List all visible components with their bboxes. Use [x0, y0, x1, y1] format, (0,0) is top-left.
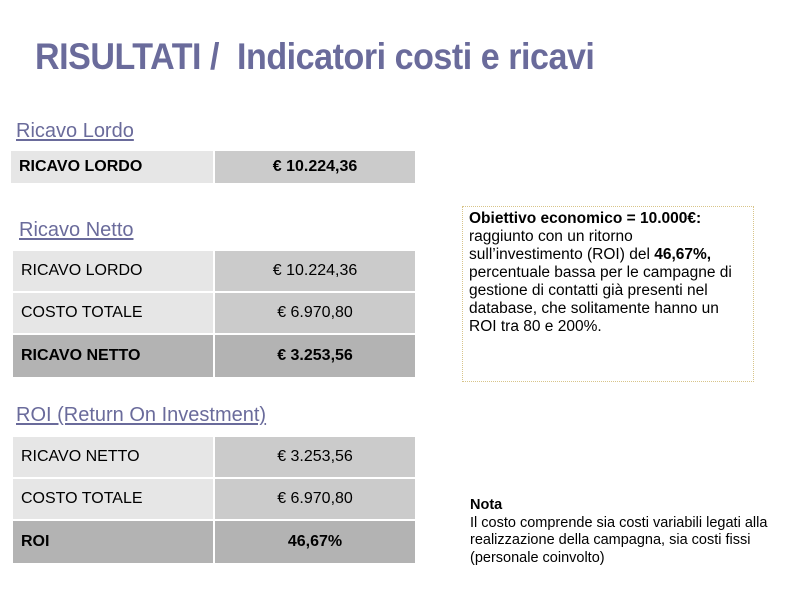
- row-key: RICAVO LORDO: [13, 251, 215, 293]
- table-row-total: RICAVO NETTO € 3.253,56: [13, 335, 415, 379]
- row-value: € 6.970,80: [215, 293, 415, 335]
- row-value: € 6.970,80: [215, 479, 415, 521]
- objective-highlight: 46,67%,: [654, 246, 712, 263]
- row-key: COSTO TOTALE: [13, 479, 215, 521]
- note-text: Il costo comprende sia costi variabili l…: [470, 514, 768, 566]
- page-title: RISULTATI / Indicatori costi e ricavi: [35, 36, 595, 77]
- row-value: 46,67%: [215, 521, 415, 565]
- objective-text-1: raggiunto con un ritorno sull’investimen…: [469, 228, 655, 263]
- table-row: RICAVO LORDO € 10.224,36: [11, 151, 415, 183]
- row-key: RICAVO LORDO: [11, 151, 215, 183]
- ricavo-netto-table: RICAVO LORDO € 10.224,36 COSTO TOTALE € …: [13, 251, 415, 379]
- row-key: RICAVO NETTO: [13, 437, 215, 479]
- table-row: RICAVO LORDO € 10.224,36: [13, 251, 415, 293]
- table-row-total: ROI 46,67%: [13, 521, 415, 565]
- ricavo-lordo-table: RICAVO LORDO € 10.224,36: [11, 151, 415, 183]
- roi-table: RICAVO NETTO € 3.253,56 COSTO TOTALE € 6…: [13, 437, 415, 565]
- row-key: COSTO TOTALE: [13, 293, 215, 335]
- row-key: ROI: [13, 521, 215, 565]
- row-value: € 10.224,36: [215, 251, 415, 293]
- section-label-ricavo-lordo: Ricavo Lordo: [16, 120, 134, 142]
- row-key: RICAVO NETTO: [13, 335, 215, 379]
- objective-text-2: percentuale bassa per le campagne di ges…: [469, 264, 732, 335]
- table-row: COSTO TOTALE € 6.970,80: [13, 293, 415, 335]
- note-heading: Nota: [470, 497, 503, 513]
- row-value: € 10.224,36: [215, 151, 415, 183]
- section-label-ricavo-netto: Ricavo Netto: [19, 219, 134, 241]
- section-label-roi: ROI (Return On Investment): [16, 404, 267, 426]
- note-block: Nota Il costo comprende sia costi variab…: [470, 497, 780, 567]
- row-value: € 3.253,56: [215, 335, 415, 379]
- table-row: COSTO TOTALE € 6.970,80: [13, 479, 415, 521]
- table-row: RICAVO NETTO € 3.253,56: [13, 437, 415, 479]
- row-value: € 3.253,56: [215, 437, 415, 479]
- objective-heading: Obiettivo economico = 10.000€:: [469, 210, 702, 227]
- objective-box: Obiettivo economico = 10.000€: raggiunto…: [462, 206, 754, 382]
